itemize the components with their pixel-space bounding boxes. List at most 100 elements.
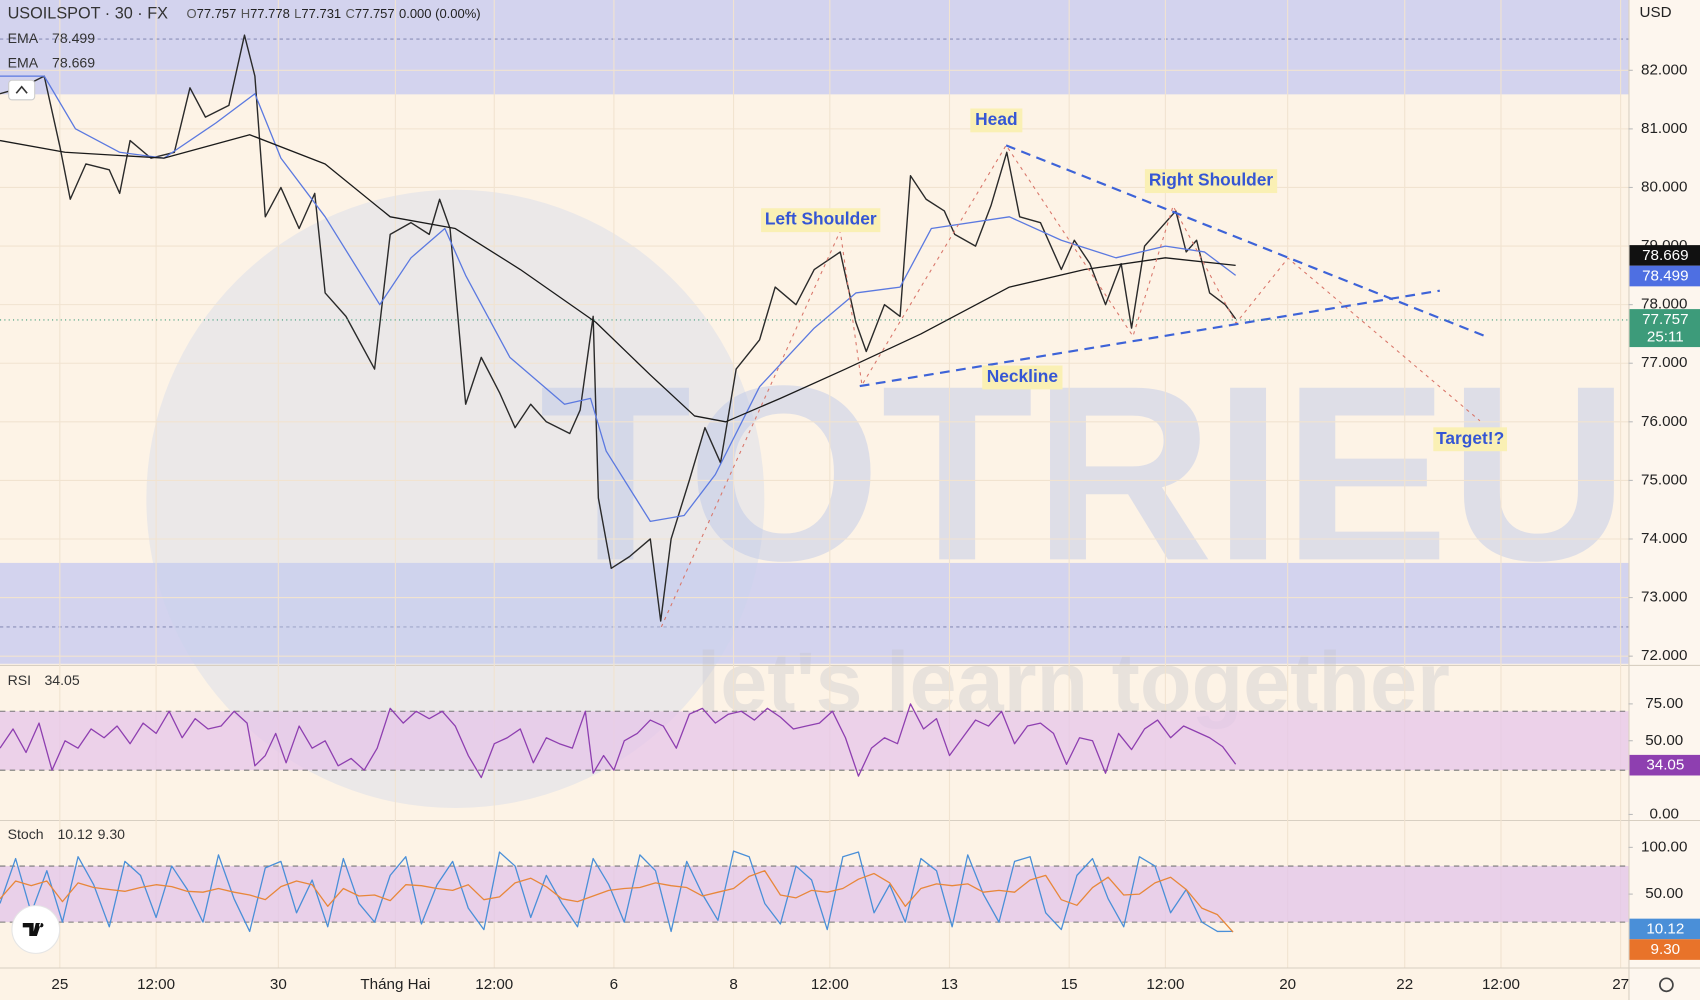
ema-value: 78.669	[52, 55, 95, 71]
ohlc-value: 77.778	[250, 7, 290, 22]
y-tick-label: 50.00	[1645, 732, 1683, 749]
price-tags: USD 78.669 78.499 77.757 25:11 34.05 10.…	[0, 4, 1700, 960]
y-tick-label: 81.000	[1641, 120, 1687, 137]
price-tag-text: 9.30	[1651, 941, 1681, 958]
annotation: Head	[975, 109, 1017, 129]
rsi-name: RSI	[8, 672, 31, 688]
series-line	[0, 134, 1236, 423]
price-tag	[1629, 265, 1700, 287]
pattern-path	[660, 144, 1481, 628]
ohlc-value: 77.731	[301, 7, 341, 22]
ohlc-key: L	[294, 7, 301, 22]
price-tag	[1629, 918, 1700, 940]
price-tag-text: 78.669	[1642, 247, 1688, 264]
x-tick-label: 12:00	[1146, 976, 1184, 993]
annotation-box	[761, 208, 881, 233]
ohlc-change: 0.000 (0.00%)	[399, 7, 481, 22]
series-line	[0, 34, 1237, 622]
watermark-logo	[146, 189, 765, 809]
x-tick-label: 12:00	[475, 976, 513, 993]
price-tag	[1629, 754, 1700, 776]
supply-zone	[0, 0, 1629, 95]
ohlc-key: H	[241, 7, 250, 22]
annotations: Head Left Shoulder Right Shoulder Neckli…	[761, 108, 1508, 452]
y-tick-label: 76.000	[1641, 413, 1687, 430]
rsi-value: 34.05	[44, 672, 79, 688]
annotation: Left Shoulder	[765, 209, 877, 229]
y-tick-label: 78.000	[1641, 296, 1687, 313]
series-line	[0, 75, 1237, 523]
x-tick-label: 13	[941, 976, 958, 993]
drawings	[660, 144, 1486, 628]
y-tick-label: 82.000	[1641, 61, 1687, 78]
y-tick-label: 72.000	[1641, 647, 1687, 664]
stoch-k-value: 10.12	[57, 826, 92, 842]
price-tag	[1629, 245, 1700, 266]
price-axis-area	[1628, 0, 1700, 1000]
annotation-box	[970, 108, 1023, 133]
price-tag-text: 78.499	[1642, 268, 1688, 285]
x-tick-label: 27	[1612, 976, 1629, 993]
watermark-brand: TOTRIEU	[539, 333, 1629, 612]
annotation: Neckline	[987, 366, 1059, 386]
price-tag-text: 10.12	[1646, 921, 1684, 938]
x-tick-label: Tháng Hai	[360, 976, 430, 993]
x-tick-label: 15	[1061, 976, 1078, 993]
level-band	[0, 711, 1629, 771]
ema-name: EMA	[8, 30, 39, 46]
stoch-name: Stoch	[8, 826, 44, 842]
currency[interactable]: USD	[1640, 4, 1672, 21]
price-tag	[1629, 939, 1700, 960]
x-tick-label: 30	[270, 976, 287, 993]
x-tick-label: 8	[729, 976, 737, 993]
ohlc-value: 77.757	[355, 7, 395, 22]
y-tick-label: 0.00	[1649, 805, 1679, 822]
annotation-box	[1433, 427, 1508, 452]
trend-line	[1005, 144, 1486, 338]
ohlc-key: C	[346, 7, 355, 22]
x-tick-label: 12:00	[1482, 976, 1520, 993]
ohlc: O77.757 H77.778 L77.731 C77.757 0.000 (0.00%…	[186, 7, 480, 22]
price-tag-text: 34.05	[1646, 757, 1684, 774]
annotation: Target!?	[1436, 428, 1504, 448]
x-tick-label: 6	[610, 976, 618, 993]
x-tick-label: 25	[51, 976, 68, 993]
countdown: 25:11	[1647, 328, 1684, 345]
symbol: USOILSPOT · 30 · FX	[8, 4, 169, 22]
x-tick-label: 20	[1279, 976, 1296, 993]
y-tick-label: 74.000	[1641, 530, 1687, 547]
ohlc-value: 77.757	[197, 7, 237, 22]
demand-zone	[0, 562, 1629, 664]
series-line	[0, 850, 1234, 933]
y-tick-label: 73.000	[1641, 589, 1687, 606]
annotation-box	[1144, 169, 1278, 194]
series-line	[0, 703, 1237, 779]
x-tick-label: 12:00	[137, 976, 175, 993]
y-tick-label: 100.00	[1641, 838, 1687, 855]
x-tick-label: 22	[1396, 976, 1413, 993]
price-tag-text: 77.757	[1642, 311, 1688, 328]
price-tag	[1629, 309, 1700, 348]
settings-button[interactable]	[1659, 977, 1674, 993]
series-line	[0, 870, 1234, 933]
annotation: Right Shoulder	[1149, 170, 1274, 190]
annotation-box	[982, 365, 1063, 390]
x-tick-label: 12:00	[811, 976, 849, 993]
y-tick-label: 80.000	[1641, 178, 1687, 195]
y-tick-label: 75.00	[1645, 695, 1683, 712]
neckline	[859, 289, 1440, 388]
y-tick-label: 77.000	[1641, 354, 1687, 371]
y-tick-label: 50.00	[1645, 885, 1683, 902]
ema-value: 78.499	[52, 30, 95, 46]
brand-logo-mark	[22, 922, 44, 937]
ema-name: EMA	[8, 55, 39, 71]
stoch-d-value: 9.30	[98, 826, 126, 842]
ohlc-key: O	[186, 7, 196, 22]
collapse-button[interactable]	[8, 79, 36, 101]
collapse-icon	[15, 85, 28, 94]
legend: USOILSPOT · 30 · FX O77.757 H77.778 L77.73…	[8, 4, 481, 841]
y-tick-label: 75.000	[1641, 471, 1687, 488]
